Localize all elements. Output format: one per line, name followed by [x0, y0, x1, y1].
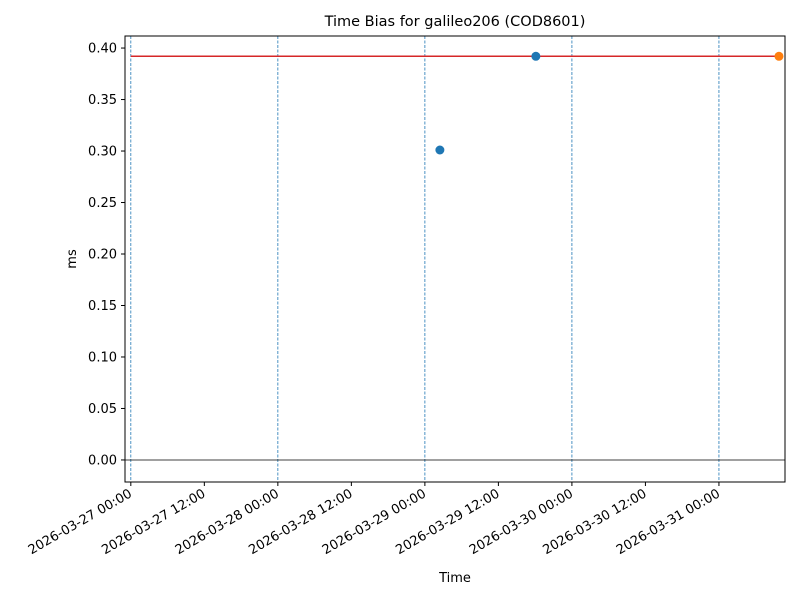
y-tick-label: 0.10	[88, 350, 117, 365]
x-axis-label: Time	[438, 571, 471, 586]
y-tick-label: 0.15	[88, 299, 117, 314]
y-tick-label: 0.00	[88, 453, 117, 468]
point	[435, 145, 445, 155]
point	[531, 51, 541, 61]
y-tick-label: 0.40	[88, 42, 117, 57]
y-axis-label: ms	[65, 249, 80, 269]
y-tick-label: 0.05	[88, 402, 117, 417]
chart-title: Time Bias for galileo206 (COD8601)	[324, 14, 586, 30]
y-tick-label: 0.20	[88, 248, 117, 263]
plot-frame	[124, 35, 786, 483]
point	[774, 51, 784, 61]
y-tick-label: 0.25	[88, 196, 117, 211]
y-tick-label: 0.30	[88, 145, 117, 160]
y-tick-label: 0.35	[88, 93, 117, 108]
